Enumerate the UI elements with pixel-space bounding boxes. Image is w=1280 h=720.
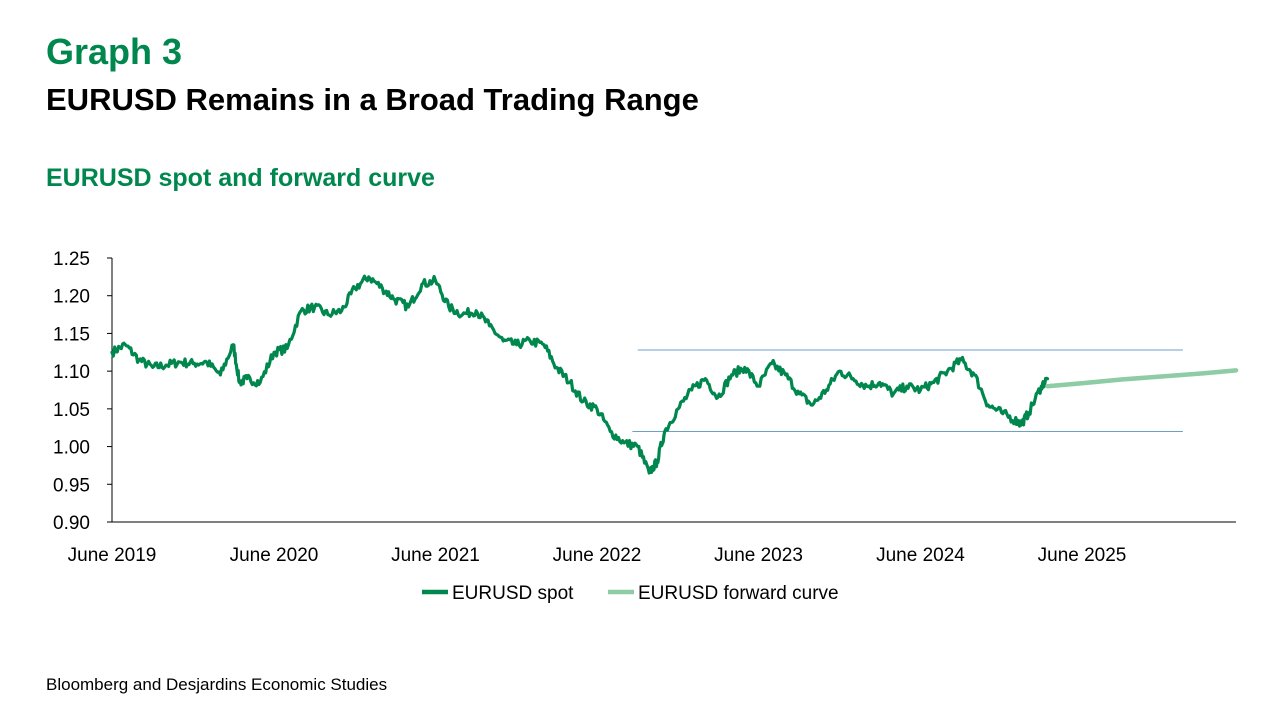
source-note: Bloomberg and Desjardins Economic Studie… [46, 675, 388, 694]
trading-range-lines [632, 349, 1183, 432]
graph-title: EURUSD Remains in a Broad Trading Range [46, 82, 699, 117]
forward-curve-series-line [1045, 368, 1239, 389]
x-tick-label: June 2022 [553, 545, 642, 566]
x-tick-label: June 2019 [68, 545, 157, 566]
x-tick-label: June 2024 [876, 545, 965, 566]
y-tick-label: 0.95 [53, 475, 90, 496]
x-tick-label: June 2020 [230, 545, 319, 566]
chart-subtitle: EURUSD spot and forward curve [46, 164, 435, 192]
x-axis: June 2019 June 2020 June 2021 June 2022 June… [68, 521, 1236, 566]
y-tick-label: 0.90 [53, 513, 90, 534]
spot-series-line [110, 274, 1050, 475]
x-tick-label: June 2023 [714, 545, 803, 566]
eurusd-line-chart: 0.90 0.95 1.00 1.05 1.10 1.15 1.20 1.25 June 20… [53, 249, 1239, 604]
legend: EURUSD spot EURUSD forward curve [422, 583, 839, 604]
y-tick-label: 1.20 [53, 287, 90, 308]
legend-label-forward: EURUSD forward curve [638, 583, 839, 604]
y-tick-label: 1.15 [53, 324, 90, 345]
y-tick-label: 1.05 [53, 400, 90, 421]
x-tick-label: June 2021 [391, 545, 480, 566]
series-group [110, 274, 1239, 475]
y-tick-label: 1.25 [53, 249, 90, 270]
y-tick-label: 1.00 [53, 438, 90, 459]
y-tick-label: 1.10 [53, 362, 90, 383]
graph-number: Graph 3 [46, 31, 183, 72]
x-tick-label: June 2025 [1038, 545, 1127, 566]
legend-label-spot: EURUSD spot [452, 583, 574, 604]
y-axis: 0.90 0.95 1.00 1.05 1.10 1.15 1.20 1.25 [53, 249, 113, 534]
